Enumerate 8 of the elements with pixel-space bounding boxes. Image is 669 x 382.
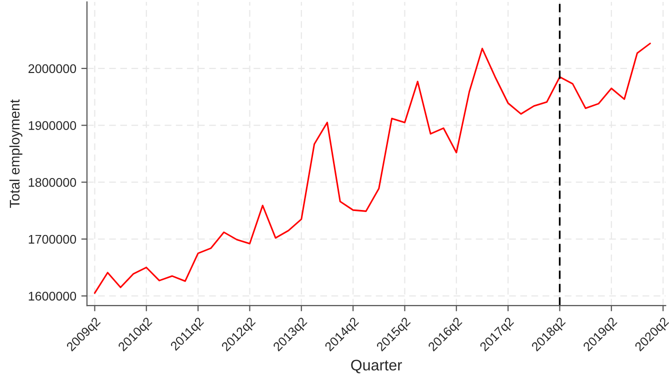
y-tick-label: 1600000 (28, 292, 76, 301)
x-axis-title: Quarter (351, 360, 402, 374)
y-tick-label: 1700000 (28, 234, 76, 244)
y-tick-label: 1900000 (28, 121, 76, 130)
y-tick-label: 1800000 (28, 178, 76, 187)
line-series (94, 42, 651, 294)
y-axis-title: Total employment (9, 99, 22, 208)
y-tick-label: 2000000 (28, 64, 76, 74)
